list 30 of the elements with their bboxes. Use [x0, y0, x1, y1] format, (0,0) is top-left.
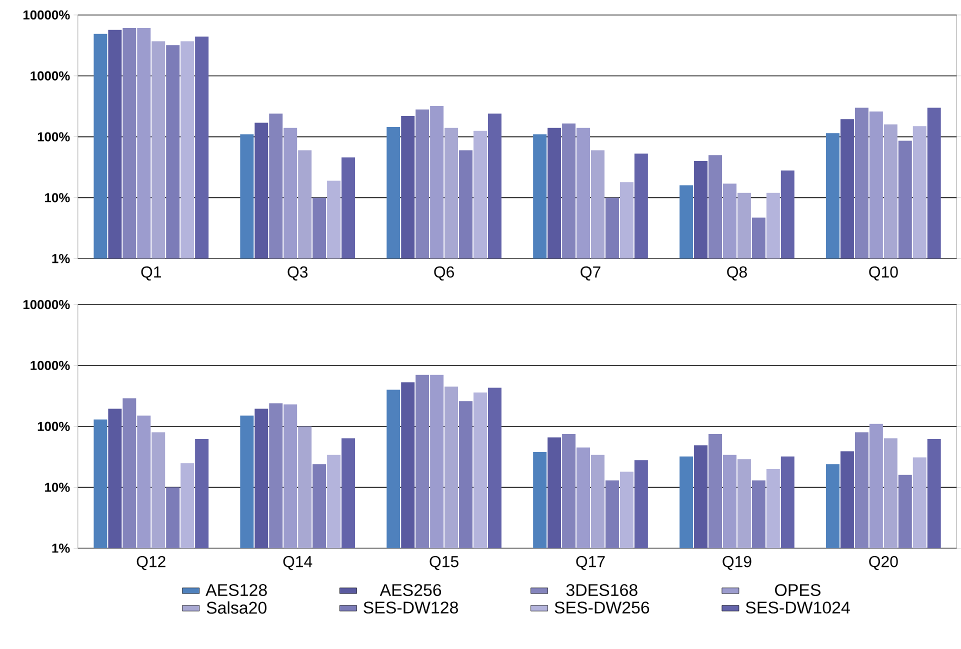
x-tick-label: Q1: [141, 266, 161, 280]
x-tick-label: Q14: [283, 556, 312, 570]
legend-label: 3DES168: [566, 584, 638, 596]
x-tick-label: Q20: [869, 556, 898, 570]
legend-label: AES256: [380, 584, 442, 596]
y-tick-label: 1000%: [30, 360, 70, 370]
y-tick-label: 10000%: [23, 10, 70, 20]
legend-label: AES128: [206, 584, 267, 596]
y-tick-label: 10%: [45, 482, 70, 492]
y-tick-label: 1%: [52, 254, 70, 264]
x-tick-label: Q10: [869, 266, 898, 280]
y-tick-label: 1%: [52, 544, 70, 553]
y-tick-label: 100%: [38, 422, 70, 431]
legend-label: SES-DW256: [554, 602, 650, 614]
x-tick-label: Q3: [288, 266, 308, 280]
y-tick-label: 100%: [38, 132, 70, 142]
x-tick-label: Q17: [576, 556, 605, 570]
legend-label: SES-DW128: [364, 602, 458, 614]
y-tick-label: 10000%: [23, 300, 70, 310]
legend-label: SES-DW1024: [746, 602, 850, 614]
x-tick-label: Q15: [430, 556, 458, 570]
x-tick-label: Q7: [580, 266, 600, 280]
y-tick-label: 1000%: [30, 71, 70, 80]
x-tick-label: Q6: [434, 266, 454, 280]
x-tick-label: Q8: [727, 266, 747, 280]
x-tick-label: Q12: [136, 556, 166, 570]
x-tick-label: Q19: [722, 556, 752, 570]
legend-label: OPES: [775, 584, 820, 596]
legend-label: Salsa20: [206, 601, 266, 614]
y-tick-label: 10%: [45, 193, 70, 202]
